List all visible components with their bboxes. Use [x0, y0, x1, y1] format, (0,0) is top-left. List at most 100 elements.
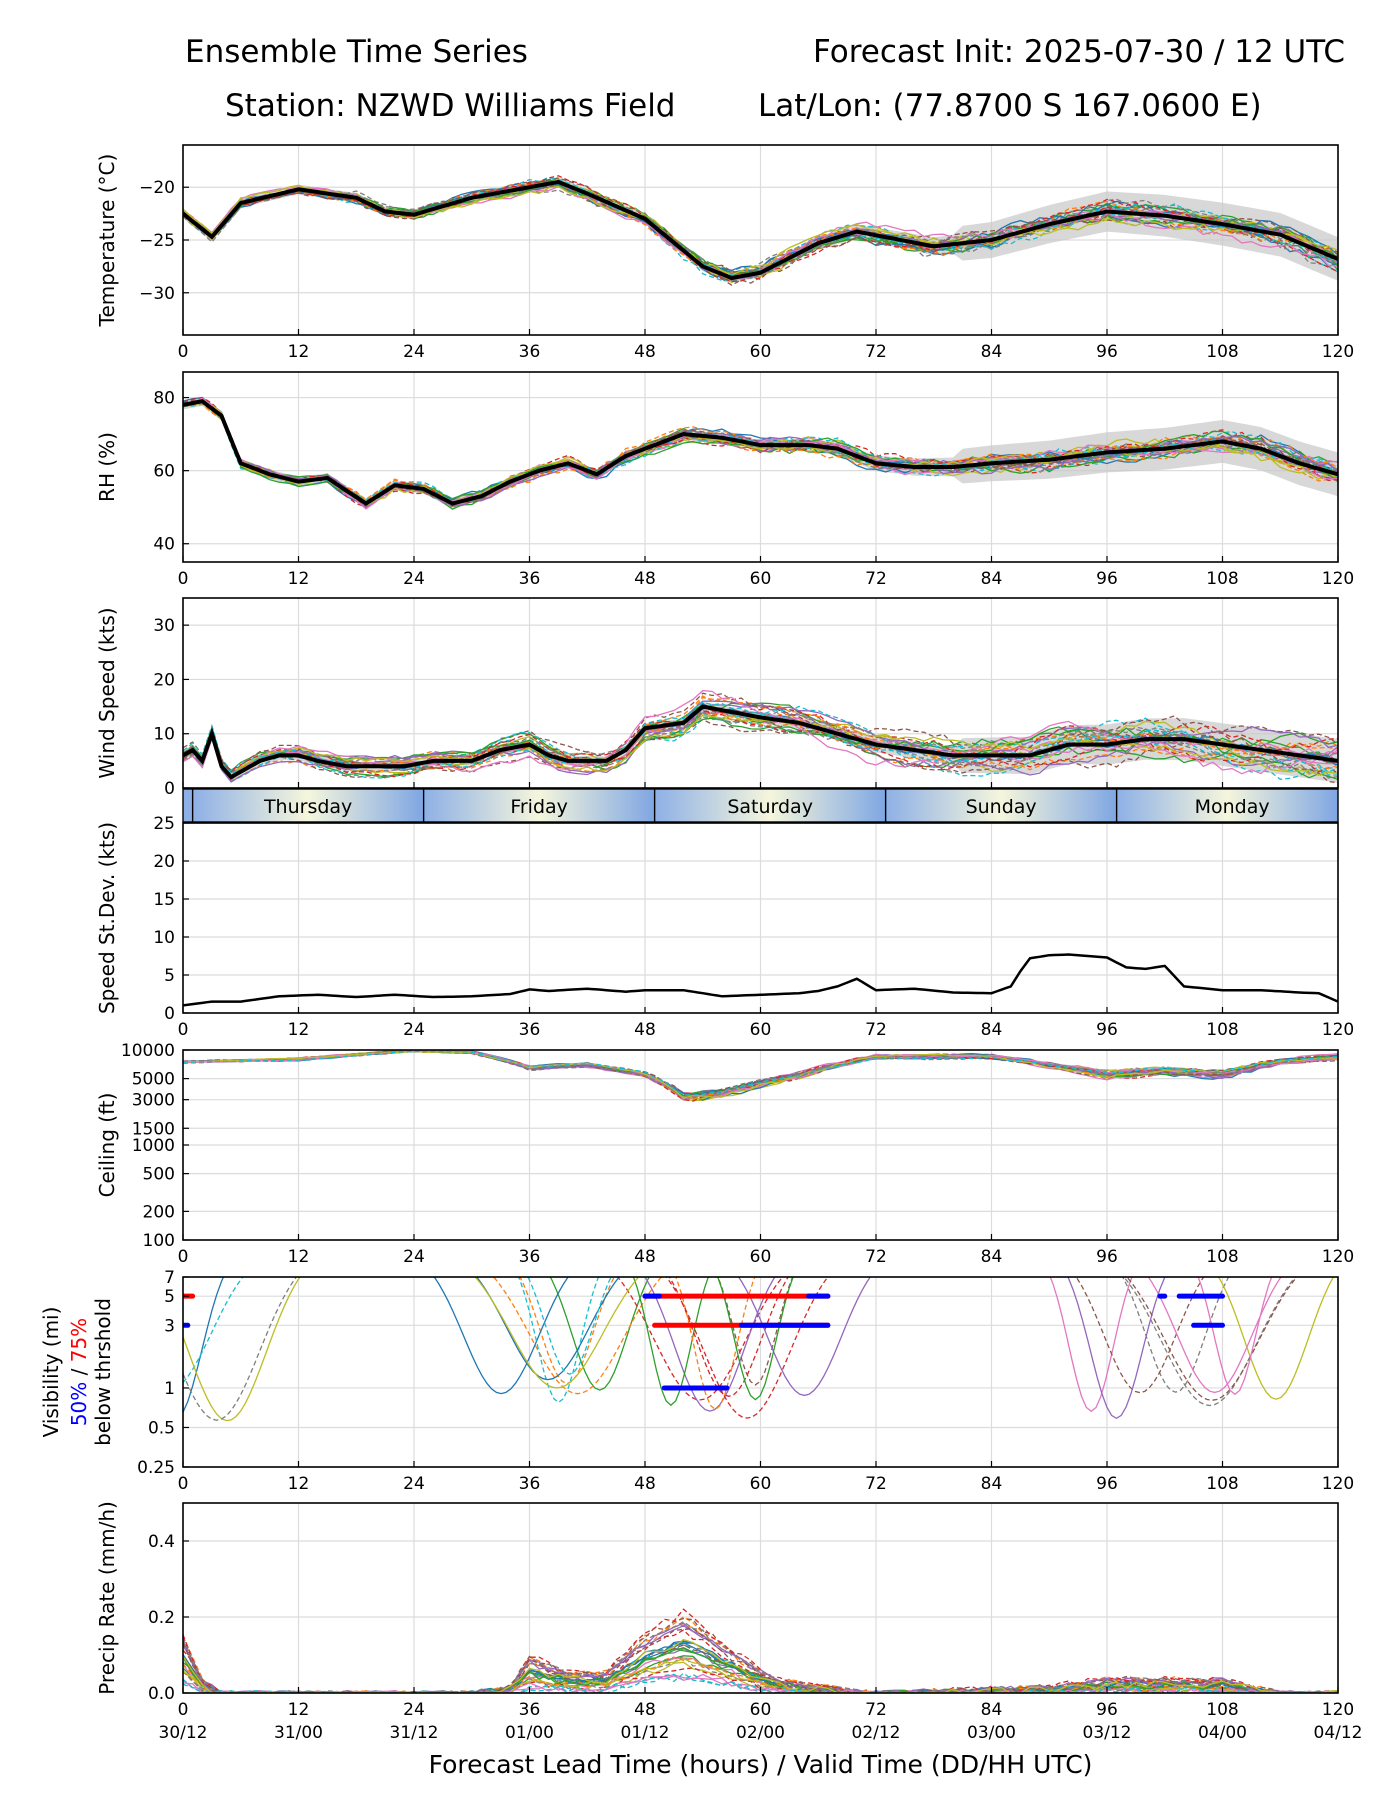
- x-tick-label: 0: [178, 569, 189, 589]
- y-tick-label: 20: [153, 670, 175, 690]
- day-label: Thursday: [263, 796, 352, 818]
- y-tick-label: 5: [164, 1287, 175, 1307]
- valid-time-label: 03/12: [1083, 1723, 1132, 1743]
- x-tick-label: 24: [403, 342, 425, 362]
- x-tick-label: 108: [1206, 569, 1238, 589]
- panel-temperature: 0 12 24 36 48 60 72 84 96 108 120 −30 −25 −20 Temperat…: [95, 144, 1354, 362]
- x-tick-label: 120: [1322, 569, 1354, 589]
- panel-visibility: 0 12 24 36 48 60 72 84 96 108 120 0.25 0.5 1 3 57 Visibi…: [39, 1268, 1354, 1494]
- y-tick-label: 0: [164, 779, 175, 799]
- day-label: Monday: [1195, 796, 1270, 818]
- visibility-member-line: [474, 1277, 640, 1389]
- visibility-member-line: [1197, 1277, 1273, 1396]
- x-tick-label: 60: [750, 1020, 772, 1040]
- visibility-member-line: [665, 1277, 829, 1419]
- panel-precip: 0 12 24 36 48 60 72 84 96 108 120 0.0 0.2 0.4 Precip R…: [95, 1501, 1354, 1720]
- plot-area-ceiling: [183, 1050, 1338, 1102]
- x-tick-label: 120: [1322, 1474, 1354, 1494]
- x-tick-label: 36: [519, 342, 541, 362]
- x-tick-label: 96: [1096, 1700, 1118, 1720]
- visibility-member-line: [183, 1277, 244, 1384]
- x-tick-label: 36: [519, 569, 541, 589]
- y-tick-label: 25: [153, 814, 175, 834]
- visibility-member-line: [616, 1277, 784, 1401]
- visibility-member-line: [1147, 1277, 1282, 1394]
- x-tick-label: 12: [288, 1020, 310, 1040]
- panel-wind: 0 10 20 30 Wind Speed (kts): [95, 597, 1339, 799]
- x-tick-label: 48: [634, 1474, 656, 1494]
- x-tick-label: 72: [865, 569, 887, 589]
- x-tick-label: 60: [750, 569, 772, 589]
- x-tick-label: 36: [519, 1020, 541, 1040]
- x-tick-label: 84: [981, 569, 1003, 589]
- x-tick-label: 108: [1206, 1474, 1238, 1494]
- visibility-member-line: [517, 1277, 600, 1404]
- y-tick-label: 3: [164, 1316, 175, 1336]
- day-segment: [885, 789, 1117, 822]
- valid-time-label: 02/12: [852, 1723, 901, 1743]
- x-tick-label: 84: [981, 342, 1003, 362]
- visibility-member-line: [433, 1277, 569, 1395]
- y-tick-label: 5000: [132, 1070, 175, 1090]
- y-axis-label: Wind Speed (kts): [95, 607, 119, 778]
- x-tick-label: 12: [288, 1247, 310, 1267]
- y-tick-label: 5: [164, 966, 175, 986]
- day-segment: [654, 789, 886, 822]
- visibility-member-line: [1121, 1277, 1230, 1393]
- forecast-init: Forecast Init: 2025-07-30 / 12 UTC: [813, 34, 1345, 70]
- x-tick-label: 12: [288, 569, 310, 589]
- stdev-line: [183, 953, 1338, 1007]
- x-tick-label: 48: [634, 1020, 656, 1040]
- y-tick-label: 10: [153, 928, 175, 948]
- x-tick-label: 48: [634, 1247, 656, 1267]
- x-tick-label: 12: [288, 1474, 310, 1494]
- x-tick-label: 96: [1096, 1474, 1118, 1494]
- visibility-member-line: [475, 1277, 620, 1381]
- ensemble-member-line: [183, 716, 1338, 779]
- x-tick-label: 108: [1206, 1020, 1238, 1040]
- x-tick-label: 120: [1322, 1020, 1354, 1040]
- y-tick-label: 0.25: [137, 1458, 175, 1478]
- day-label: Friday: [510, 796, 568, 818]
- visibility-member-line: [737, 1277, 871, 1397]
- y-tick-label: 100: [143, 1231, 175, 1251]
- x-tick-label: 72: [865, 1700, 887, 1720]
- x-tick-label: 36: [519, 1700, 541, 1720]
- day-label: Saturday: [727, 796, 813, 818]
- x-tick-label: 84: [981, 1474, 1003, 1494]
- day-segment: [1116, 789, 1338, 822]
- x-tick-label: 12: [288, 342, 310, 362]
- x-tick-label: 120: [1322, 1247, 1354, 1267]
- visibility-member-line: [1067, 1277, 1166, 1420]
- x-tick-label: 72: [865, 1474, 887, 1494]
- x-tick-label: 36: [519, 1474, 541, 1494]
- visibility-member-line: [549, 1277, 650, 1391]
- day-segment: [192, 789, 424, 822]
- y-tick-label: 40: [153, 535, 175, 555]
- y-tick-label: −25: [139, 231, 175, 251]
- y-axis-label: Visibility (mi): [39, 1307, 63, 1438]
- y-tick-label: 1000: [132, 1136, 175, 1156]
- y-tick-label: 30: [153, 616, 175, 636]
- legend-75pct: 75%: [67, 1318, 91, 1362]
- ensemble-member-line: [183, 695, 1338, 775]
- legend-slash: /: [67, 1362, 91, 1381]
- y-tick-label: −30: [139, 284, 175, 304]
- x-axis-label: Forecast Lead Time (hours) / Valid Time …: [429, 1750, 1093, 1779]
- y-tick-label: 20: [153, 852, 175, 872]
- panel-rh: 0 12 24 36 48 60 72 84 96 108 120 40 60 80 RH (%): [95, 371, 1354, 589]
- visibility-member-line: [1126, 1277, 1298, 1401]
- valid-time-label: 01/12: [621, 1723, 670, 1743]
- y-tick-label: 60: [153, 462, 175, 482]
- y-tick-label: −20: [139, 178, 175, 198]
- valid-time-label: 30/12: [159, 1723, 208, 1743]
- y-axis-label: Temperature (°C): [95, 154, 119, 328]
- y-axis-label: Speed St.Dev. (kts): [95, 822, 119, 1014]
- station-latlon: Lat/Lon: (77.8700 S 167.0600 E): [758, 88, 1262, 124]
- valid-time-label: 31/12: [390, 1723, 439, 1743]
- x-tick-label: 0: [178, 1020, 189, 1040]
- x-tick-label: 84: [981, 1700, 1003, 1720]
- valid-time-label: 02/00: [736, 1723, 785, 1743]
- x-tick-label: 84: [981, 1247, 1003, 1267]
